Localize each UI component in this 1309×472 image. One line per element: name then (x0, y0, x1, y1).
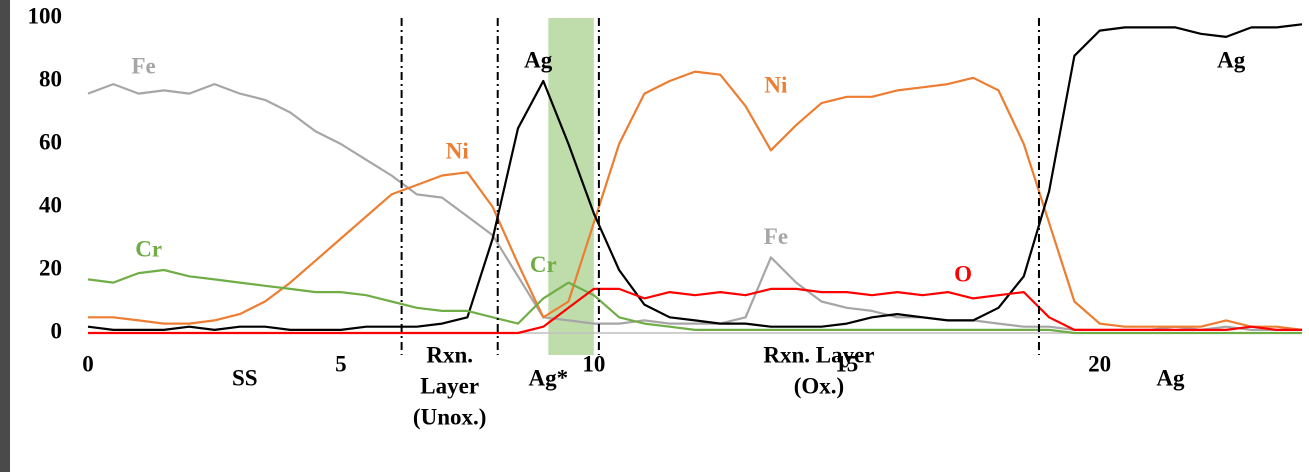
x-tick-label: 0 (82, 351, 94, 376)
region-label: Ag* (528, 365, 568, 390)
x-tick-label: 15 (835, 351, 858, 376)
series-label: O (954, 262, 972, 287)
region-label: (Unox.) (413, 404, 486, 429)
series-line (87, 83, 1302, 331)
x-tick-label: 10 (582, 351, 605, 376)
y-tick-label: 60 (39, 129, 62, 154)
y-tick-label: 0 (51, 318, 63, 343)
series-line (88, 70, 1303, 331)
shaded-region (548, 18, 594, 355)
region-label: Ag (1156, 365, 1185, 390)
series-line (87, 23, 1303, 331)
x-tick-label: 5 (335, 351, 347, 376)
region-label: SS (232, 365, 258, 390)
x-tick-label: 20 (1088, 351, 1111, 376)
series-label: Cr (135, 236, 162, 261)
series-line (87, 268, 1302, 335)
series-label: Ni (764, 73, 788, 98)
image-edge (0, 0, 10, 472)
series-label: Ag (524, 47, 553, 72)
series-line (88, 287, 1302, 335)
y-tick-label: 80 (39, 66, 62, 91)
y-tick-label: 100 (28, 3, 63, 28)
series-label: Ag (1217, 47, 1246, 72)
series-label: Fe (132, 54, 156, 79)
series-label: Fe (764, 224, 788, 249)
region-label: (Ox.) (794, 373, 844, 398)
region-label: Rxn. (426, 342, 473, 367)
series-label: Ni (446, 139, 470, 164)
y-tick-label: 40 (39, 192, 62, 217)
series-label: Cr (530, 252, 557, 277)
region-label: Layer (420, 373, 479, 398)
y-tick-label: 20 (39, 255, 62, 280)
region-label: Rxn. Layer (763, 342, 874, 367)
